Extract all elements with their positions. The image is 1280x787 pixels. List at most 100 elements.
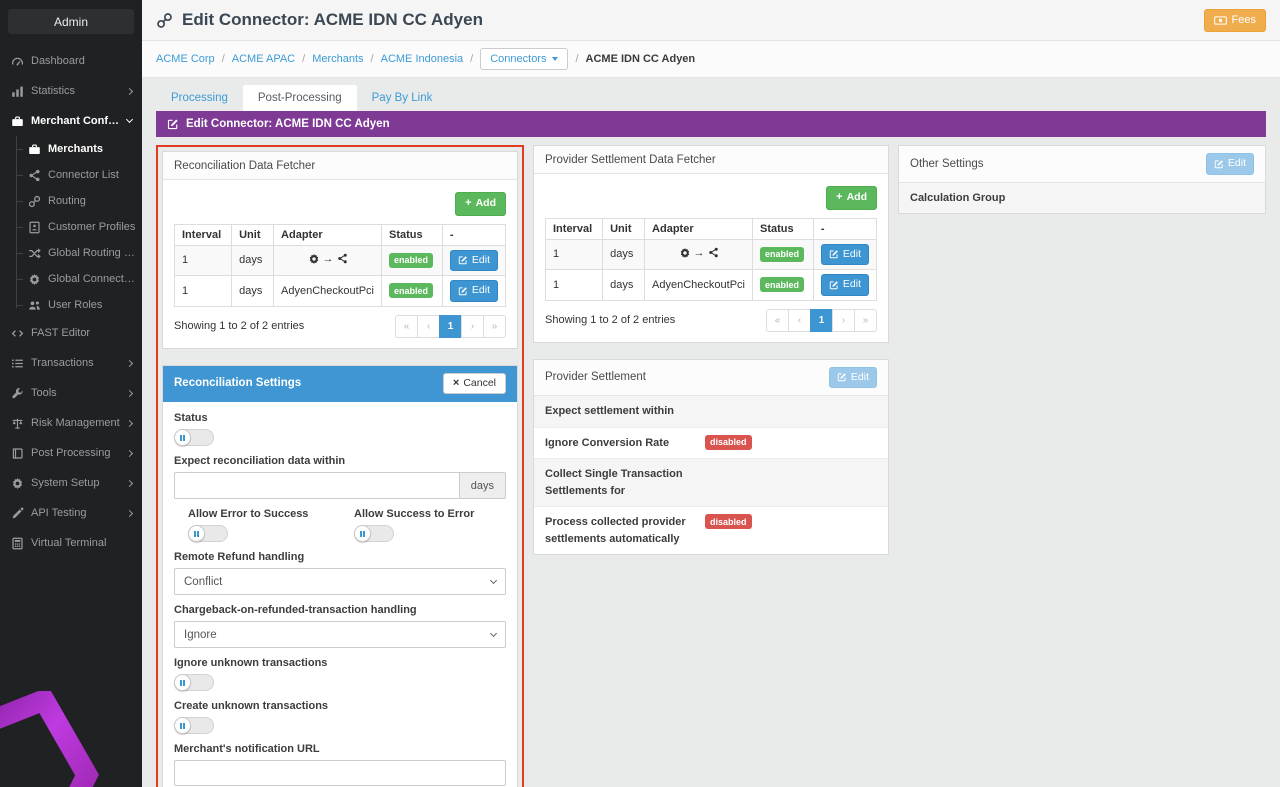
sidebar-item-merchants[interactable]: Merchants	[0, 136, 142, 162]
close-icon: ×	[452, 377, 460, 390]
other-settings-column: Other Settings Edit Calculation Group	[898, 145, 1266, 215]
column-header: Unit	[602, 217, 646, 240]
expect-reconciliation-label: Expect reconciliation data within	[174, 455, 346, 468]
chargeback-handling-label: Chargeback-on-refunded-transaction handl…	[174, 604, 417, 617]
pagination-last[interactable]: »	[854, 308, 877, 332]
edit-button[interactable]: Edit	[1205, 153, 1254, 175]
breadcrumb-link-acme-corp[interactable]: ACME Corp	[156, 53, 215, 65]
chargeback-handling-value: Ignore	[184, 628, 217, 641]
breadcrumb-separator: /	[221, 53, 225, 65]
edit-button[interactable]: Edit	[820, 243, 869, 266]
pencil-square-icon	[829, 249, 839, 259]
reconciliation-settings-body: Status Expect reconciliation data within…	[163, 402, 517, 787]
edit-button[interactable]: Edit	[449, 280, 498, 302]
breadcrumb-link-acme-apac[interactable]: ACME APAC	[231, 53, 296, 65]
sidebar-item-fast-editor[interactable]: FAST Editor	[0, 318, 142, 348]
add-button[interactable]: + Add	[455, 192, 506, 216]
chevron-down-icon	[125, 115, 134, 124]
gauge-icon	[10, 54, 24, 68]
pagination-first[interactable]: «	[395, 314, 418, 338]
sidebar-item-risk-management[interactable]: Risk Management	[0, 408, 142, 438]
column-header: Unit	[231, 223, 275, 246]
edit-button[interactable]: Edit	[449, 249, 498, 272]
tab-post-processing[interactable]: Post-Processing	[242, 85, 357, 111]
setting-row: Expect settlement within	[534, 396, 888, 427]
sidebar-item-global-connector-settings[interactable]: Global Connector Settings	[0, 266, 142, 292]
status-toggle[interactable]	[174, 429, 214, 447]
create-unknown-toggle[interactable]	[174, 717, 214, 735]
pagination-first[interactable]: «	[766, 308, 789, 332]
chargeback-handling-select[interactable]: Ignore	[174, 621, 506, 649]
bars-icon	[10, 84, 24, 98]
sidebar-item-user-roles[interactable]: User Roles	[0, 292, 142, 318]
plus-icon: +	[465, 197, 472, 210]
pagination-page-1[interactable]: 1	[810, 308, 833, 332]
sidebar-item-statistics[interactable]: Statistics	[0, 76, 142, 106]
sidebar-item-connector-list[interactable]: Connector List	[0, 162, 142, 188]
provider-settlement-rows: Expect settlement within Ignore Conversio…	[534, 396, 888, 554]
table-row: 1 days AdyenCheckoutPci enabled Edit	[544, 269, 878, 301]
tab-pay-by-link[interactable]: Pay By Link	[371, 92, 433, 104]
column-header: Interval	[544, 217, 604, 240]
table-row: 1 days → enabled Edit	[544, 238, 878, 271]
interval-cell: 1	[544, 238, 604, 271]
adapter-cell: AdyenCheckoutPci	[644, 269, 753, 301]
sidebar-item-merchant-configuration[interactable]: Merchant Configuration	[0, 106, 142, 136]
action-cell: Edit	[812, 238, 878, 271]
add-button[interactable]: + Add	[826, 186, 877, 210]
sidebar-item-transactions[interactable]: Transactions	[0, 348, 142, 378]
sidebar: Admin Dashboard Statistics Merchant Config…	[0, 0, 142, 787]
breadcrumb-link-acme-indonesia[interactable]: ACME Indonesia	[380, 53, 464, 65]
expect-reconciliation-input[interactable]	[174, 472, 460, 500]
sidebar-item-virtual-terminal[interactable]: Virtual Terminal	[0, 528, 142, 558]
edit-button[interactable]: Edit	[828, 366, 877, 389]
pagination-page-1[interactable]: 1	[439, 314, 462, 338]
sidebar-item-dashboard[interactable]: Dashboard	[0, 46, 142, 76]
setting-row: Ignore Conversion Rate disabled	[534, 426, 888, 459]
connectors-dropdown[interactable]: Connectors	[480, 48, 569, 70]
days-unit-addon: days	[459, 472, 506, 500]
sidebar-item-api-testing[interactable]: API Testing	[0, 498, 142, 528]
pagination-last[interactable]: »	[483, 314, 506, 338]
create-unknown-label: Create unknown transactions	[174, 700, 329, 713]
entries-info: Showing 1 to 2 of 2 entries	[174, 320, 305, 333]
pagination-next[interactable]: ›	[461, 314, 484, 338]
setting-label: Collect Single Transaction Settlements f…	[545, 468, 683, 497]
sidebar-item-global-routing-profile[interactable]: Global Routing Profile	[0, 240, 142, 266]
edit-button[interactable]: Edit	[820, 274, 869, 296]
addressbook-icon	[27, 220, 41, 234]
cogs-icon	[308, 253, 320, 265]
reconciliation-settings-panel: Reconciliation Settings × Cancel Status	[162, 364, 518, 787]
sidebar-item-customer-profiles[interactable]: Customer Profiles	[0, 214, 142, 240]
allow-success-to-error-toggle[interactable]	[354, 525, 394, 543]
remote-refund-value: Conflict	[184, 575, 223, 588]
tab-processing[interactable]: Processing	[171, 92, 228, 104]
ignore-unknown-toggle[interactable]	[174, 674, 214, 692]
remote-refund-select[interactable]: Conflict	[174, 568, 506, 596]
sidebar-item-system-setup[interactable]: System Setup	[0, 468, 142, 498]
caret-down-icon	[552, 57, 559, 61]
column-header: -	[441, 223, 507, 246]
panel-title: Reconciliation Settings	[174, 377, 302, 390]
toggle-knob-icon	[174, 674, 191, 692]
admin-menu-button[interactable]: Admin	[8, 9, 134, 34]
column-header: Status	[752, 217, 814, 240]
breadcrumb-link-merchants[interactable]: Merchants	[312, 53, 364, 65]
status-cell: enabled	[381, 275, 443, 307]
adapter-cell: →	[644, 238, 753, 271]
panel-title: Provider Settlement Data Fetcher	[545, 153, 716, 166]
action-cell: Edit	[441, 244, 507, 277]
pagination-prev[interactable]: ‹	[788, 308, 811, 332]
status-badge: enabled	[389, 283, 434, 299]
fees-button[interactable]: Fees	[1203, 8, 1266, 32]
pagination-next[interactable]: ›	[832, 308, 855, 332]
unit-cell: days	[231, 275, 275, 307]
sidebar-item-routing[interactable]: Routing	[0, 188, 142, 214]
notification-url-input[interactable]	[174, 760, 506, 787]
sidebar-item-tools[interactable]: Tools	[0, 378, 142, 408]
cancel-button[interactable]: × Cancel	[442, 372, 506, 395]
allow-error-to-success-toggle[interactable]	[188, 525, 228, 543]
pagination-prev[interactable]: ‹	[417, 314, 440, 338]
reconciliation-column-highlight: Reconciliation Data Fetcher + Add Interval U…	[156, 145, 524, 787]
sidebar-item-post-processing[interactable]: Post Processing	[0, 438, 142, 468]
